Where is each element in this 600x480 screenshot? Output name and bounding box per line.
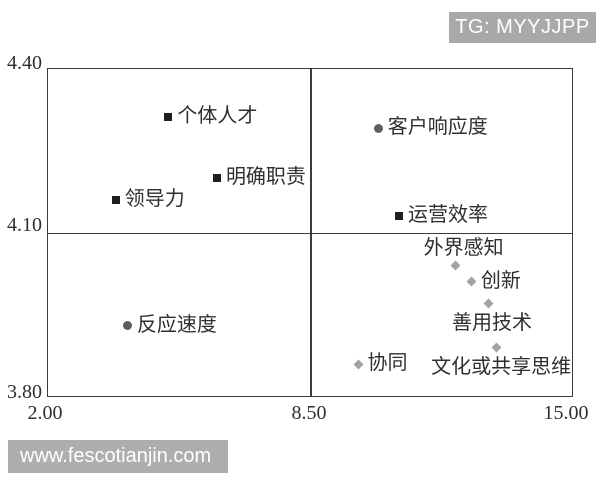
point-label: 客户响应度 bbox=[387, 116, 488, 139]
point-marker-square bbox=[111, 195, 120, 204]
scatter-plot-frame bbox=[47, 68, 573, 397]
telegram-watermark-badge: TG: MYYJJPP bbox=[449, 12, 596, 43]
point-marker-circle bbox=[374, 123, 384, 133]
point-marker-square bbox=[164, 113, 173, 122]
x-axis-tick-label: 8.50 bbox=[291, 402, 327, 424]
point-marker-square bbox=[395, 212, 403, 221]
y-axis-tick-label: 3.80 bbox=[7, 381, 42, 403]
point-label: 个体人才 bbox=[177, 105, 258, 128]
point-label: 运营效率 bbox=[408, 204, 488, 227]
point-label: 创新 bbox=[480, 269, 521, 292]
point-label: 明确职责 bbox=[225, 165, 306, 188]
point-label: 协同 bbox=[367, 352, 408, 375]
point-label: 反应速度 bbox=[136, 313, 217, 336]
y-axis-tick-label: 4.40 bbox=[7, 52, 42, 74]
quadrant-vertical-line bbox=[310, 69, 312, 396]
point-label: 领导力 bbox=[124, 187, 185, 210]
quadrant-horizontal-line bbox=[48, 232, 572, 235]
point-label: 文化或共享思维 bbox=[431, 355, 572, 378]
site-watermark: www.fescotianjin.com bbox=[8, 440, 228, 473]
point-marker-circle bbox=[123, 321, 133, 331]
point-label: 善用技术 bbox=[452, 311, 533, 334]
y-axis-tick-label: 4.10 bbox=[7, 214, 42, 236]
point-label: 外界感知 bbox=[423, 237, 504, 260]
x-axis-tick-label: 2.00 bbox=[27, 402, 63, 424]
x-axis-tick-label: 15.00 bbox=[543, 402, 589, 424]
point-marker-square bbox=[212, 173, 221, 182]
